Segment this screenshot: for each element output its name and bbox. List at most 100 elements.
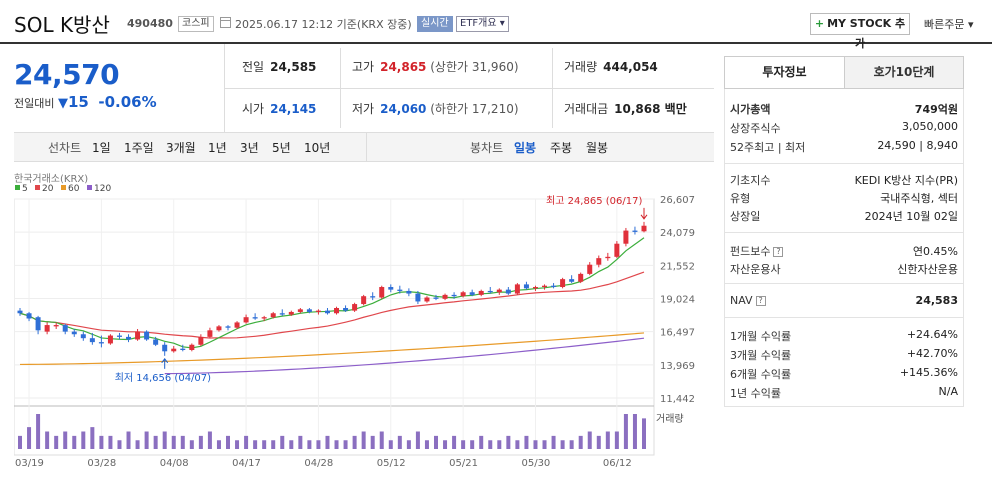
candle-body xyxy=(189,344,195,350)
realtime-badge[interactable]: 실시간 xyxy=(417,16,453,32)
candle-body xyxy=(71,331,77,335)
x-tick-label: 03/19 xyxy=(15,458,44,469)
return-1y-value: N/A xyxy=(938,385,958,398)
candle-body xyxy=(632,230,638,232)
candle-daily[interactable]: 일봉 xyxy=(514,141,537,155)
volume-bar xyxy=(443,440,448,449)
candle-body xyxy=(17,310,23,314)
candle-body xyxy=(243,317,249,323)
volume-bar xyxy=(388,440,393,449)
candle-body xyxy=(207,330,213,337)
ma120-line xyxy=(164,337,645,375)
help-icon[interactable]: ? xyxy=(773,247,784,257)
volume-bar xyxy=(361,431,366,449)
candle-body xyxy=(478,290,484,295)
volume-bar xyxy=(452,435,457,449)
candle-body xyxy=(343,308,349,311)
period-3y[interactable]: 3년 xyxy=(240,141,259,155)
open-label: 시가 xyxy=(242,102,265,116)
candle-body xyxy=(370,296,376,298)
candle-body xyxy=(523,284,529,289)
volume-bar xyxy=(316,440,321,449)
divider xyxy=(724,232,964,233)
return-1m-label: 1개월 수익률 xyxy=(730,330,792,343)
quote-prev-close: 전일 24,585 xyxy=(242,58,316,75)
period-3m[interactable]: 3개월 xyxy=(166,141,196,155)
candle-body xyxy=(469,292,475,295)
legend-label-ma120: 120 xyxy=(94,184,111,194)
info-manager: 자산운용사 신한자산운용 xyxy=(730,261,958,277)
ma60-line xyxy=(19,332,645,366)
candle-body xyxy=(144,331,150,340)
period-1d[interactable]: 1일 xyxy=(92,141,111,155)
info-listing: 상장일 2024년 10월 02일 xyxy=(730,208,958,224)
candle-body xyxy=(496,289,502,293)
quote-low: 저가 24,060 (하한가 17,210) xyxy=(352,100,519,117)
volume-bar xyxy=(397,435,402,449)
ma5-line xyxy=(19,237,645,349)
stock-header: SOL K방산 490480 코스피 2025.06.17 12:12 기준(K… xyxy=(0,0,992,50)
high-label: 고가 xyxy=(352,60,375,74)
divider xyxy=(224,88,714,89)
upper-limit: (상한가 31,960) xyxy=(430,60,519,74)
period-1y[interactable]: 1년 xyxy=(208,141,227,155)
volume-bar xyxy=(560,440,565,449)
stock-code: 490480 xyxy=(127,17,173,30)
period-5y[interactable]: 5년 xyxy=(272,141,291,155)
market-cap-value: 749억원 xyxy=(914,103,958,116)
quote-volume: 거래량 444,054 xyxy=(564,58,658,75)
down-triangle-icon: ▼ xyxy=(57,96,68,111)
candle-body xyxy=(551,285,557,288)
candle-body xyxy=(596,258,602,265)
candle-body xyxy=(587,264,593,274)
candle-monthly[interactable]: 월봉 xyxy=(586,141,609,155)
plus-icon: + xyxy=(814,17,825,30)
volume-bar xyxy=(497,440,502,449)
legend-swatch-ma20 xyxy=(35,185,40,190)
candle-body xyxy=(505,289,511,294)
volume-bar xyxy=(325,435,330,449)
volume-label: 거래량 xyxy=(564,60,598,74)
period-10y[interactable]: 10년 xyxy=(304,141,331,155)
candle-weekly[interactable]: 주봉 xyxy=(550,141,573,155)
candle-body xyxy=(415,293,421,302)
candle-body xyxy=(261,317,267,319)
tab-investment-info[interactable]: 투자정보 xyxy=(725,57,844,88)
price-change-pct: -0.06% xyxy=(98,93,157,111)
y-tick-label: 19,024 xyxy=(660,295,695,306)
add-mystock-button[interactable]: + MY STOCK 추가 xyxy=(810,13,910,50)
candle-body xyxy=(252,317,258,319)
candle-body xyxy=(116,335,122,337)
period-1w[interactable]: 1주일 xyxy=(124,141,154,155)
volume-bar xyxy=(415,431,420,449)
etf-overview-dropdown[interactable]: ETF개요 ▾ xyxy=(456,16,509,32)
volume-bar xyxy=(470,440,475,449)
candle-body xyxy=(542,285,548,288)
candle-body xyxy=(578,273,584,282)
info-fee: 펀드보수? 연0.45% xyxy=(730,243,958,259)
tab-orderbook[interactable]: 호가10단계 xyxy=(844,57,963,88)
quick-order-dropdown[interactable]: 빠른주문 ▾ xyxy=(924,18,974,31)
info-52week: 52주최고 | 최저 24,590 | 8,940 xyxy=(730,139,958,155)
low-label: 저가 xyxy=(352,102,375,116)
candle-body xyxy=(153,339,159,345)
volume-bar xyxy=(614,431,619,449)
max-price-label: 최고 24,865 (06/17) xyxy=(546,195,642,207)
calendar-icon xyxy=(220,17,231,28)
candle-body xyxy=(171,348,177,352)
price-summary: 24,570 전일대비 ▼15 -0.06% xyxy=(14,58,157,111)
volume-bar xyxy=(632,414,637,449)
candle-body xyxy=(560,279,566,288)
quote-high: 고가 24,865 (상한가 31,960) xyxy=(352,58,519,75)
current-price: 24,570 xyxy=(14,58,120,91)
add-mystock-label: MY STOCK 추가 xyxy=(827,17,906,50)
price-chart[interactable]: 한국거래소(KRX) 5 20 60 120 26,607 24,079 21,552 19,0… xyxy=(14,166,714,471)
stock-name: SOL K방산 xyxy=(14,13,110,37)
legend-swatch-ma60 xyxy=(61,185,66,190)
price-chart-svg: 한국거래소(KRX)5 20 60 120 26,607 24,079 21,552 19,0… xyxy=(14,173,695,469)
volume-bar xyxy=(253,440,258,449)
info-type: 유형 국내주식형, 섹터 xyxy=(730,190,958,206)
candle-body xyxy=(324,310,330,314)
volume-bar xyxy=(45,431,50,449)
help-icon[interactable]: ? xyxy=(755,296,766,306)
